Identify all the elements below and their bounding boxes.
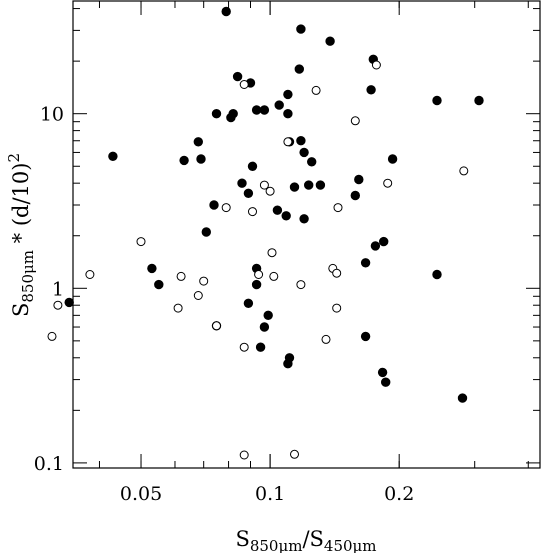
filled-point [221, 6, 231, 17]
filled-point [179, 155, 189, 166]
filled-point [307, 157, 317, 167]
filled-point [193, 137, 204, 147]
y-axis-title: S850μm * (d/10)2 [5, 153, 37, 317]
filled-point [387, 154, 398, 164]
y-tick-labels: 0.1 1 10 [34, 104, 64, 475]
filled-point [211, 108, 222, 119]
open-point [53, 300, 63, 310]
x-tick-label: 0.1 [255, 483, 285, 505]
open-point [254, 270, 264, 279]
filled-point [255, 342, 266, 352]
open-point [193, 291, 203, 300]
y-tick-label: 1 [52, 278, 64, 300]
filled-point [154, 279, 164, 290]
x-tick-labels: 0.05 0.1 0.2 [120, 483, 414, 505]
y-tick-label: 0.1 [34, 453, 64, 475]
x-tick-label: 0.05 [120, 483, 162, 505]
y-tick-label: 10 [40, 104, 64, 126]
filled-point [274, 100, 284, 110]
open-point [85, 270, 95, 279]
filled-point [299, 214, 309, 224]
filled-point [432, 95, 442, 106]
filled-point [283, 89, 293, 100]
open-point [259, 180, 269, 190]
filled-point [432, 269, 442, 280]
filled-point [259, 105, 270, 115]
open-point [239, 450, 249, 460]
x-tick-label: 0.2 [384, 483, 414, 505]
open-point [371, 60, 381, 70]
open-point [239, 80, 249, 89]
filled-point [370, 241, 381, 251]
filled-point [457, 393, 468, 403]
open-point [176, 271, 186, 281]
filled-point [247, 161, 258, 172]
filled-point [232, 71, 243, 82]
filled-point [243, 188, 254, 199]
filled-point [251, 105, 262, 115]
plot-frame [72, 0, 541, 469]
data-points [47, 6, 484, 460]
filled-point [366, 85, 376, 95]
open-point [321, 334, 331, 344]
open-point [267, 248, 277, 258]
filled-point [474, 95, 484, 106]
filled-point [377, 367, 388, 378]
filled-point [283, 359, 293, 369]
filled-point [350, 190, 361, 201]
open-point [248, 207, 257, 217]
filled-point [360, 258, 371, 268]
filled-point [196, 154, 206, 164]
open-point [296, 280, 306, 290]
open-point [269, 271, 279, 281]
filled-point [315, 180, 326, 190]
open-point [173, 303, 183, 313]
filled-point [228, 108, 238, 119]
filled-point [64, 297, 74, 308]
filled-point [147, 263, 157, 274]
open-point [350, 116, 360, 126]
open-point [199, 276, 209, 286]
filled-point [296, 135, 306, 146]
open-point [383, 178, 393, 188]
filled-point [108, 151, 118, 162]
open-point [311, 85, 321, 95]
filled-point [289, 182, 300, 192]
open-point [332, 303, 342, 313]
open-point [459, 166, 469, 176]
filled-point [381, 377, 391, 387]
x-axis-title: S850μm/S450μm [235, 527, 376, 553]
filled-point [325, 36, 335, 46]
open-point [333, 203, 343, 213]
open-point [221, 203, 231, 213]
filled-point [281, 211, 291, 221]
axis-ticks [73, 1, 540, 468]
open-point [47, 331, 57, 341]
filled-point [283, 108, 293, 119]
open-point [212, 321, 221, 331]
filled-point [304, 180, 314, 190]
open-point [136, 237, 146, 247]
filled-point [201, 227, 212, 237]
open-point [265, 186, 275, 196]
open-point [332, 268, 342, 278]
filled-point [294, 64, 305, 74]
open-point [239, 342, 249, 352]
filled-point [360, 331, 371, 342]
filled-point [243, 298, 254, 309]
filled-point [379, 236, 389, 247]
open-point [283, 137, 293, 147]
filled-point [263, 310, 273, 321]
open-point [290, 449, 299, 459]
filled-point [354, 174, 364, 185]
filled-point [296, 24, 306, 34]
filled-point [209, 200, 219, 210]
filled-point [237, 178, 247, 188]
filled-point [299, 147, 309, 158]
filled-point [251, 279, 262, 290]
filled-point [272, 205, 283, 215]
filled-point [259, 322, 270, 332]
